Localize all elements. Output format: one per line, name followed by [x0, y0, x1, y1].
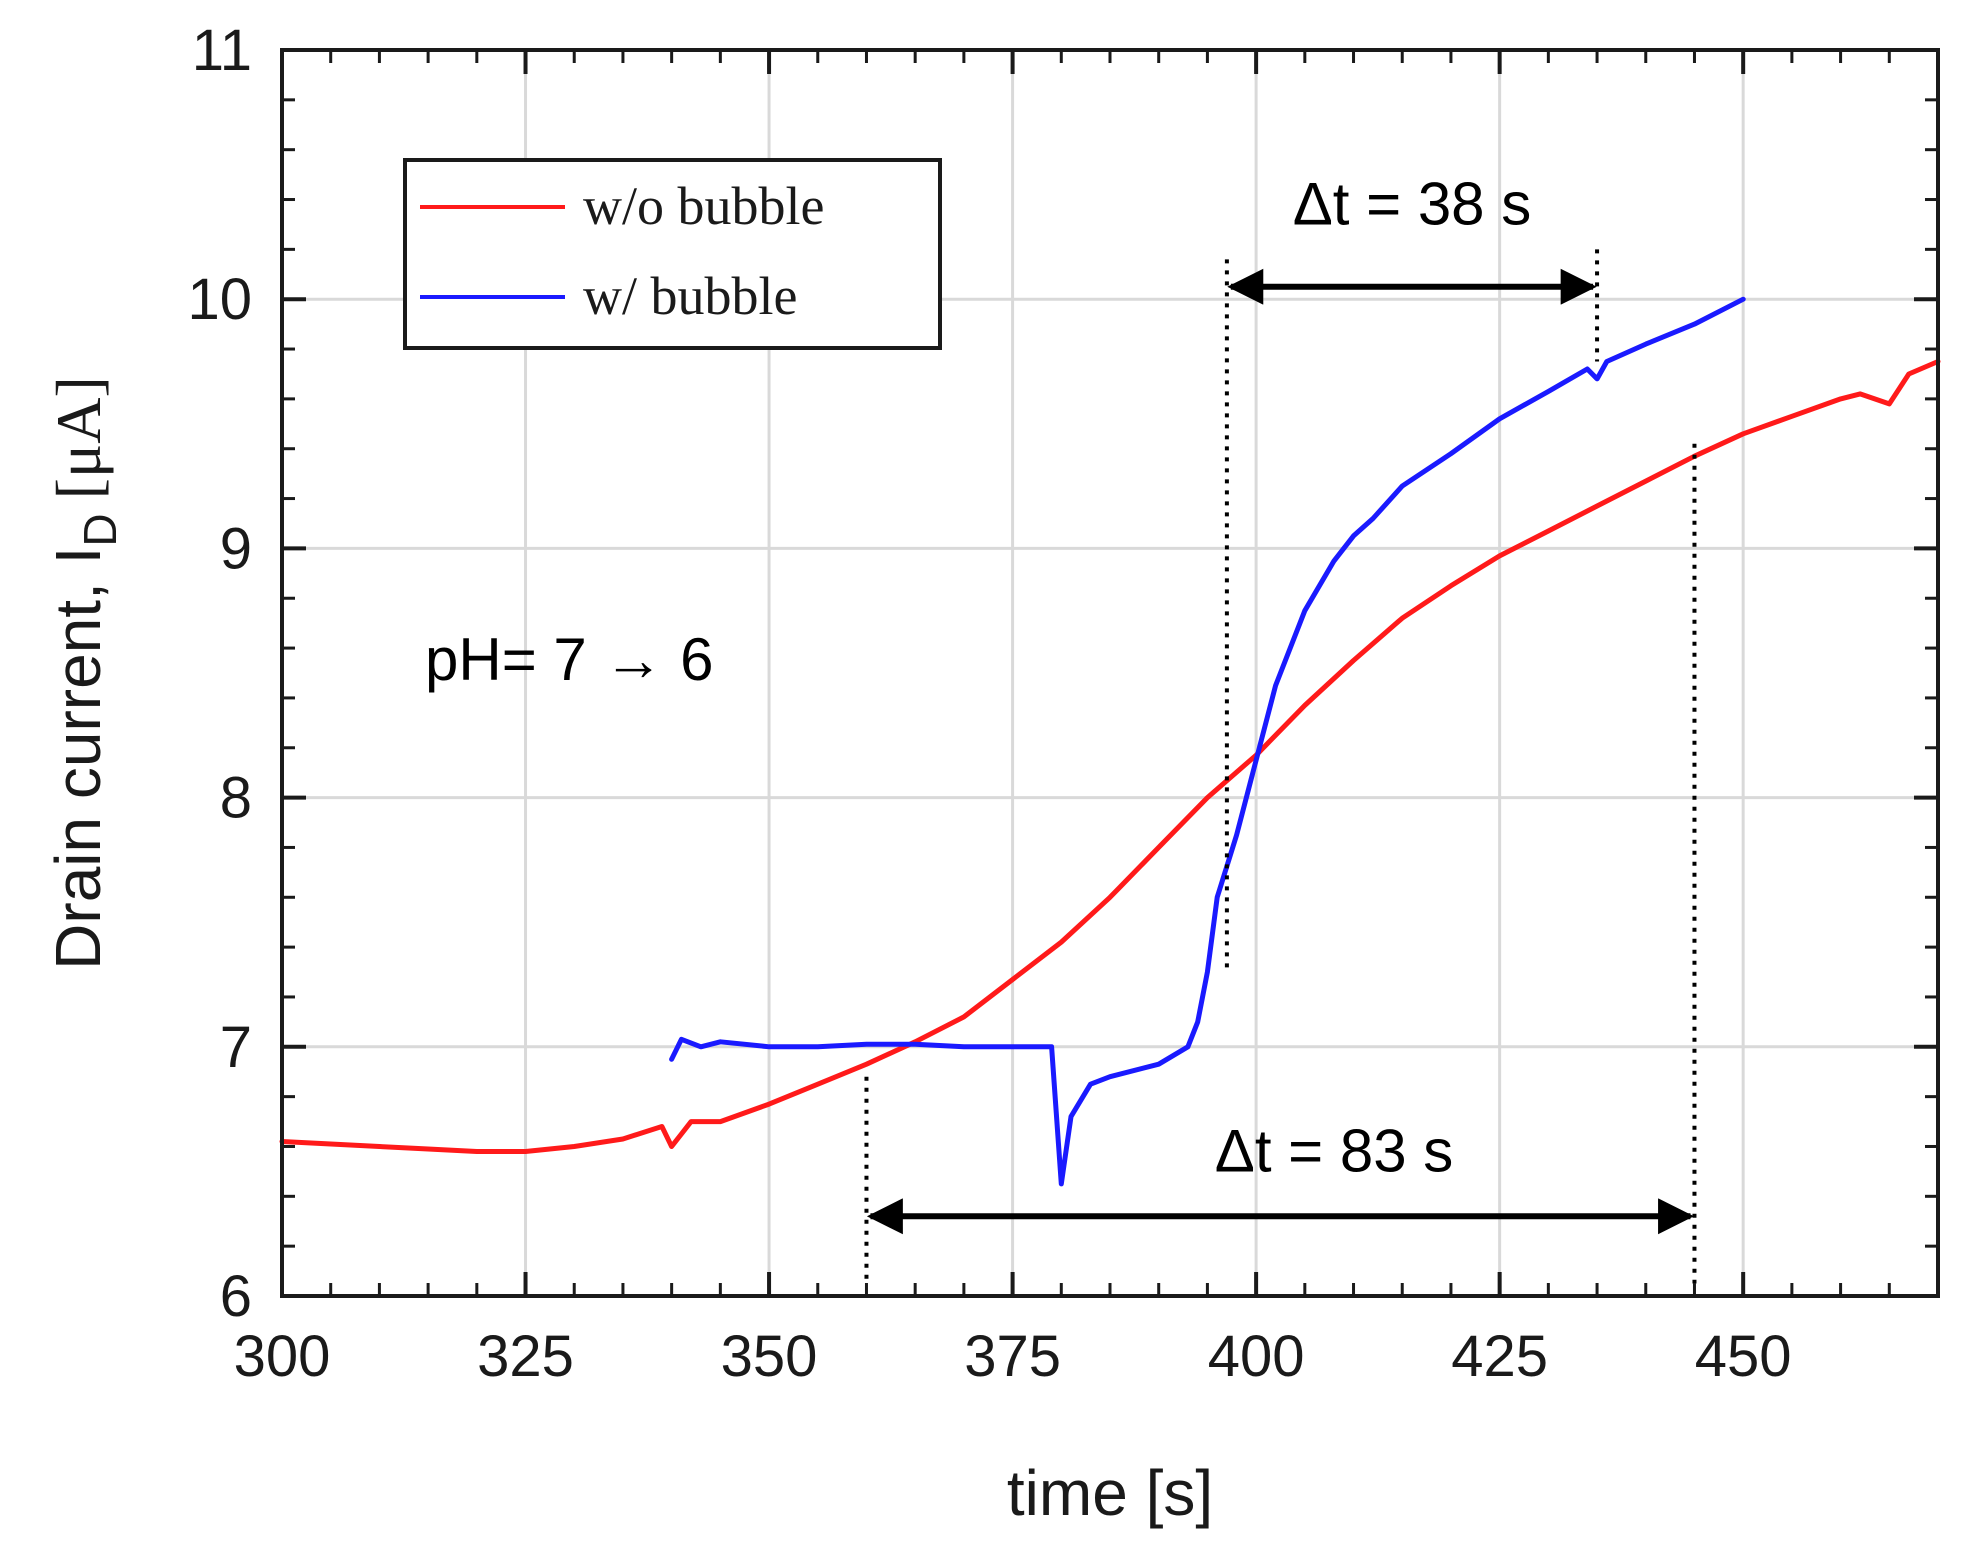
legend-box — [403, 158, 942, 350]
legend: w/o bubble w/ bubble — [403, 158, 942, 350]
x-tick-label: 325 — [477, 1324, 574, 1389]
delta-t-83-label: Δt = 83 s — [1215, 1117, 1454, 1184]
x-tick-label: 400 — [1208, 1324, 1305, 1389]
y-tick-label: 8 — [220, 766, 252, 831]
y-tick-label: 6 — [220, 1264, 252, 1329]
y-axis-title-unit: [μA] — [43, 376, 114, 499]
plot-frame — [280, 48, 1940, 1298]
y-tick-label: 7 — [220, 1015, 252, 1080]
y-tick-label: 9 — [220, 516, 252, 581]
y-tick-label: 10 — [187, 267, 252, 332]
series-layer — [279, 296, 1941, 1187]
legend-label-w-o-bubble: w/o bubble — [583, 176, 824, 236]
x-tick-label: 450 — [1695, 1324, 1792, 1389]
x-axis-title: time [s] — [1007, 1457, 1213, 1529]
y-axis-title-main: Drain current, I — [42, 547, 114, 970]
y-tick-label: 11 — [192, 18, 252, 83]
y-axis-title: Drain current, ID [μA] — [42, 376, 126, 970]
x-tick-label: 300 — [234, 1324, 331, 1389]
annotation-guides — [864, 249, 1697, 1284]
tick-labels: 300 325 350 375 400 425 450 6 7 8 9 10 11 — [187, 18, 1791, 1389]
y-axis-title-subscript: D — [74, 513, 126, 546]
x-tick-label: 375 — [964, 1324, 1061, 1389]
x-tick-label: 350 — [721, 1324, 818, 1389]
legend-label-w-bubble: w/ bubble — [583, 266, 797, 326]
delta-t-38-label: Δt = 38 s — [1293, 170, 1532, 237]
series-line-w-o-bubble — [279, 359, 1941, 1154]
series-line-w-bubble — [669, 296, 1746, 1187]
ph-change-label: pH= 7 → 6 — [425, 626, 714, 693]
x-tick-label: 425 — [1451, 1324, 1548, 1389]
